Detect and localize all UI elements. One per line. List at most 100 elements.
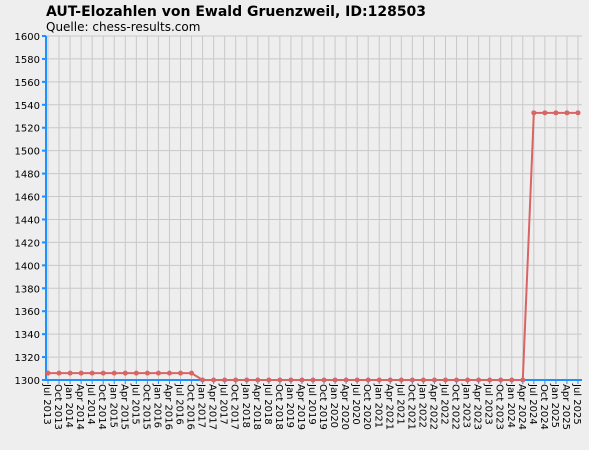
point: [133, 370, 139, 376]
x-tick-label: Jul 2021: [394, 383, 405, 425]
point: [299, 377, 305, 383]
point: [365, 377, 371, 383]
point: [189, 370, 195, 376]
x-tick-label: Jul 2014: [85, 383, 96, 425]
point: [509, 377, 515, 383]
point: [89, 370, 95, 376]
x-tick-label: Apr 2025: [560, 384, 571, 430]
point: [277, 377, 283, 383]
point: [178, 370, 183, 376]
point: [166, 370, 172, 376]
point: [443, 377, 448, 383]
point: [100, 370, 106, 376]
y-tick-label: 1560: [15, 78, 40, 89]
point: [575, 110, 581, 116]
y-tick-label: 1340: [15, 330, 40, 341]
x-tick-label: Oct 2015: [140, 384, 151, 430]
x-tick-label: Jul 2022: [439, 383, 450, 425]
x-tick-label: Jul 2023: [483, 383, 494, 425]
x-tick-label: Jan 2014: [63, 383, 74, 428]
x-tick-label: Jan 2024: [505, 383, 516, 428]
y-tick-label: 1300: [15, 376, 40, 387]
point: [244, 377, 250, 383]
x-tick-label: Jul 2016: [174, 383, 185, 425]
x-tick-label: Jan 2015: [107, 383, 118, 428]
point: [398, 377, 404, 383]
point: [310, 377, 316, 383]
point: [288, 377, 294, 383]
point: [487, 377, 493, 383]
point: [520, 377, 526, 383]
y-tick-label: 1540: [15, 101, 40, 112]
x-tick-label: Jul 2020: [350, 383, 361, 425]
point: [420, 377, 426, 383]
x-tick-label: Oct 2019: [317, 384, 328, 430]
x-tick-label: Jan 2022: [416, 383, 427, 428]
x-tick-label: Apr 2014: [74, 384, 85, 430]
point: [211, 377, 217, 383]
x-tick-label: Oct 2017: [229, 384, 240, 430]
x-tick-label: Apr 2017: [207, 384, 218, 430]
point: [321, 377, 327, 383]
x-tick-label: Jan 2020: [328, 383, 339, 428]
x-tick-label: Oct 2024: [538, 384, 549, 430]
x-tick-label: Apr 2019: [295, 384, 306, 430]
y-tick-label: 1600: [15, 32, 40, 43]
y-tick-label: 1360: [15, 307, 40, 318]
point: [354, 377, 360, 383]
x-tick-label: Oct 2014: [96, 384, 107, 430]
x-tick-label: Jul 2015: [129, 383, 140, 425]
point: [155, 370, 161, 376]
y-tick-label: 1420: [15, 238, 40, 249]
x-tick-label: Apr 2015: [118, 384, 129, 430]
plot-area: [46, 36, 582, 380]
x-tick-label: Oct 2023: [494, 384, 505, 430]
y-tick-label: 1580: [15, 55, 40, 66]
x-tick-label: Jul 2019: [306, 383, 317, 425]
x-tick-label: Jan 2016: [151, 383, 162, 428]
point: [200, 377, 206, 383]
x-tick-label: Oct 2013: [52, 384, 63, 430]
x-tick-label: Apr 2020: [339, 384, 350, 430]
x-tick-label: Jan 2021: [372, 383, 383, 428]
y-tick-label: 1400: [15, 261, 40, 272]
point: [122, 370, 128, 376]
x-tick-label: Apr 2024: [516, 384, 527, 430]
point: [387, 377, 393, 383]
point: [144, 370, 150, 376]
x-tick-label: Oct 2018: [273, 384, 284, 430]
point: [233, 377, 239, 383]
point: [564, 110, 570, 116]
point: [45, 370, 51, 376]
x-tick-label: Jan 2017: [196, 383, 207, 428]
x-tick-label: Jan 2025: [549, 383, 560, 428]
point: [476, 377, 482, 383]
point: [78, 370, 84, 376]
x-tick-label: Jul 2017: [218, 383, 229, 425]
x-tick-label: Jul 2018: [262, 383, 273, 425]
x-tick-label: Jul 2024: [527, 383, 538, 425]
point: [531, 110, 537, 116]
point: [465, 377, 471, 383]
x-tick-label: Apr 2016: [162, 384, 173, 430]
point: [67, 370, 73, 376]
point: [343, 377, 349, 383]
y-tick-label: 1520: [15, 124, 40, 135]
point: [111, 370, 117, 376]
x-tick-label: Jul 2025: [571, 383, 582, 425]
chart-subtitle: Quelle: chess-results.com: [46, 20, 200, 34]
point: [222, 377, 228, 383]
x-tick-label: Oct 2022: [450, 384, 461, 430]
x-tick-label: Jan 2023: [461, 383, 472, 428]
point: [553, 110, 559, 116]
y-tick-label: 1480: [15, 170, 40, 181]
x-tick-label: Jan 2019: [284, 383, 295, 428]
x-tick-label: Oct 2020: [361, 384, 372, 430]
point: [454, 377, 460, 383]
x-tick-label: Apr 2023: [472, 384, 483, 430]
x-tick-label: Jan 2018: [240, 383, 251, 428]
point: [498, 377, 504, 383]
y-tick-label: 1320: [15, 353, 40, 364]
